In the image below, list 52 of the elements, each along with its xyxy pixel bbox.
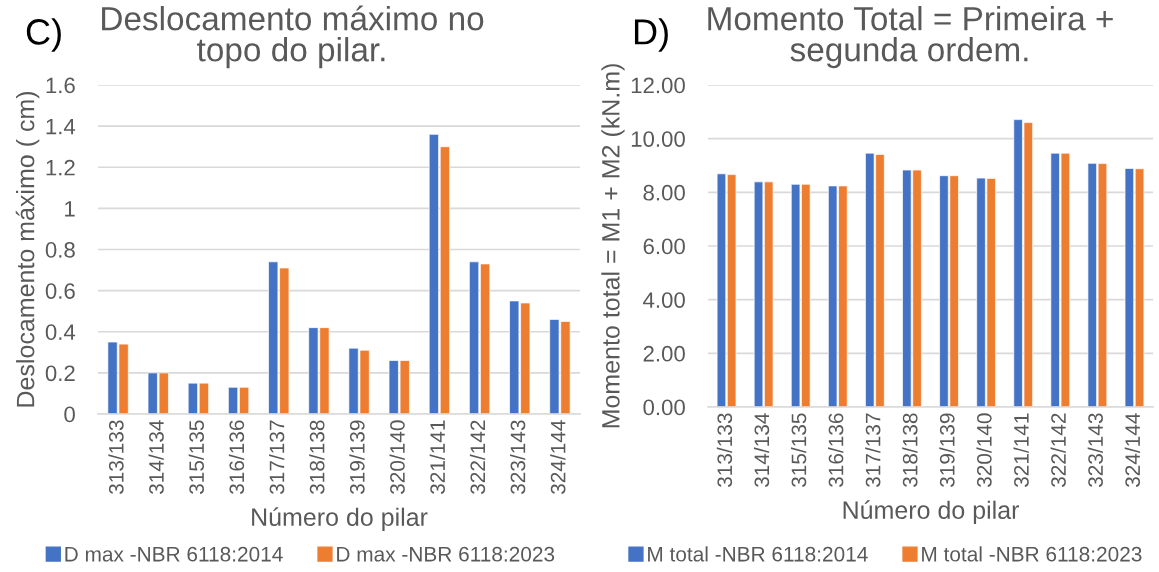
y-axis-title: Momento total = M1 + M2 (kN.m) bbox=[601, 64, 625, 428]
y-tick-label: 1.2 bbox=[46, 159, 75, 176]
y-tick-label: 6.00 bbox=[643, 238, 685, 255]
x-tick-label: 320/140 bbox=[389, 420, 405, 495]
y-tick-label: 10.00 bbox=[631, 131, 685, 147]
x-tick-label: 323/143 bbox=[510, 420, 526, 495]
text: D) bbox=[634, 18, 668, 52]
x-tick-label: 319/139 bbox=[939, 413, 955, 488]
x-tick-label: 324/144 bbox=[550, 420, 566, 495]
legend-label: D max -NBR 6118:2023 bbox=[337, 546, 555, 562]
x-tick-label: 318/138 bbox=[902, 413, 918, 488]
x-tick-label: 322/142 bbox=[469, 420, 486, 495]
x-tick-label: 322/142 bbox=[1050, 413, 1066, 488]
y-tick-label: 2.00 bbox=[643, 345, 685, 362]
y-tick-label: 4.00 bbox=[643, 292, 685, 308]
x-tick-label: 320/140 bbox=[976, 413, 992, 488]
y-tick-label: 0.4 bbox=[45, 324, 76, 341]
y-tick-label: 0.2 bbox=[45, 365, 75, 382]
y-tick-label: 1 bbox=[65, 201, 75, 217]
x-tick-label: 318/138 bbox=[309, 420, 325, 495]
y-tick-label: 0.00 bbox=[643, 399, 685, 416]
x-tick-label: 323/143 bbox=[1087, 413, 1103, 488]
y-tick-label: 8.00 bbox=[643, 184, 685, 201]
y-tick-label: 1.4 bbox=[46, 118, 76, 135]
x-tick-label: 319/139 bbox=[349, 420, 365, 495]
x-tick-label: 316/136 bbox=[828, 413, 844, 488]
x-tick-label: 314/134 bbox=[148, 420, 164, 495]
x-tick-label: 321/141 bbox=[429, 420, 446, 495]
x-tick-label: 317/137 bbox=[269, 420, 285, 495]
y-tick-label: 0 bbox=[64, 406, 75, 423]
x-tick-label: 321/141 bbox=[1013, 413, 1029, 488]
chart-title: Momento Total = Primeira + segunda ordem. bbox=[708, 6, 1113, 69]
y-tick-label: 0.8 bbox=[45, 242, 75, 258]
x-tick-label: 316/136 bbox=[228, 420, 245, 495]
legend-label: D max -NBR 6118:2014 bbox=[65, 546, 283, 562]
y-tick-label: 1.6 bbox=[46, 77, 75, 94]
x-tick-label: 317/137 bbox=[865, 413, 881, 488]
y-tick-label: 0.6 bbox=[45, 283, 75, 299]
text: C) bbox=[26, 18, 61, 52]
chart-title: Deslocamento máximo no topo do pilar. bbox=[102, 5, 484, 69]
y-tick-label: 12.00 bbox=[631, 77, 685, 94]
x-tick-label: 313/133 bbox=[716, 413, 733, 488]
legend-label: M total -NBR 6118:2023 bbox=[922, 546, 1142, 562]
x-axis-title: Número do pilar bbox=[843, 500, 1020, 524]
y-axis-title: Deslocamento máximo ( cm) bbox=[15, 91, 40, 407]
x-tick-label: 315/135 bbox=[188, 420, 205, 495]
x-axis-title: Número do pilar bbox=[252, 507, 428, 531]
legend-label: M total -NBR 6118:2014 bbox=[648, 546, 868, 562]
x-tick-label: 313/133 bbox=[108, 420, 124, 495]
x-tick-label: 315/135 bbox=[791, 413, 807, 488]
x-tick-label: 314/134 bbox=[753, 413, 770, 488]
x-tick-label: 324/144 bbox=[1124, 413, 1141, 488]
